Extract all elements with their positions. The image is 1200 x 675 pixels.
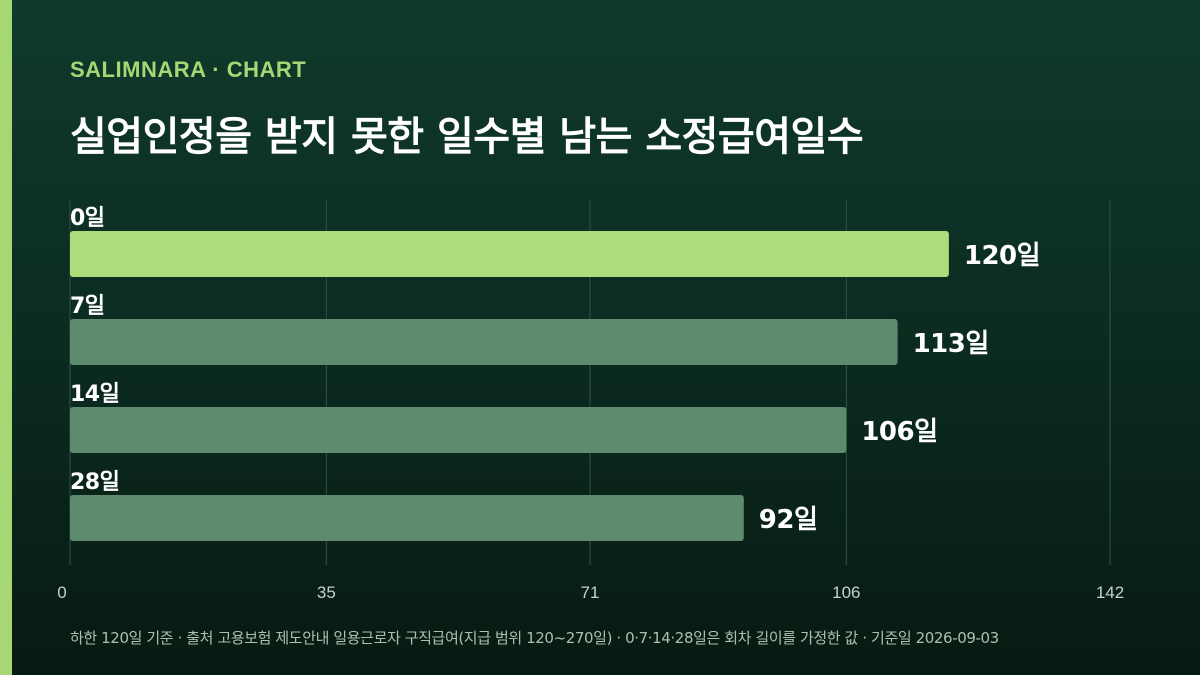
- x-tick-label: 35: [317, 583, 336, 602]
- left-accent-bar: [0, 0, 12, 675]
- bar-value-label: 92일: [759, 505, 818, 535]
- bar-value-label: 120일: [964, 241, 1040, 271]
- x-tick-label: 71: [581, 583, 600, 602]
- x-tick-label: 106: [832, 583, 860, 602]
- category-label: 0일: [70, 206, 105, 231]
- footnote: 하한 120일 기준 · 출처 고용보험 제도안내 일용근로자 구직급여(지급 …: [70, 629, 999, 647]
- x-tick-label: 142: [1096, 583, 1124, 602]
- bar: [70, 231, 949, 277]
- bar-value-label: 106일: [861, 417, 937, 447]
- bar: [70, 319, 898, 365]
- category-label: 7일: [70, 294, 105, 319]
- chart-title: 실업인정을 받지 못한 일수별 남는 소정급여일수: [70, 114, 864, 160]
- x-tick-label: 0: [57, 583, 66, 602]
- bar-value-label: 113일: [913, 329, 989, 359]
- category-label: 28일: [70, 470, 119, 495]
- bar: [70, 407, 847, 453]
- bar: [70, 495, 744, 541]
- category-label: 14일: [70, 382, 119, 407]
- brand-label: SALIMNARA · CHART: [70, 57, 307, 82]
